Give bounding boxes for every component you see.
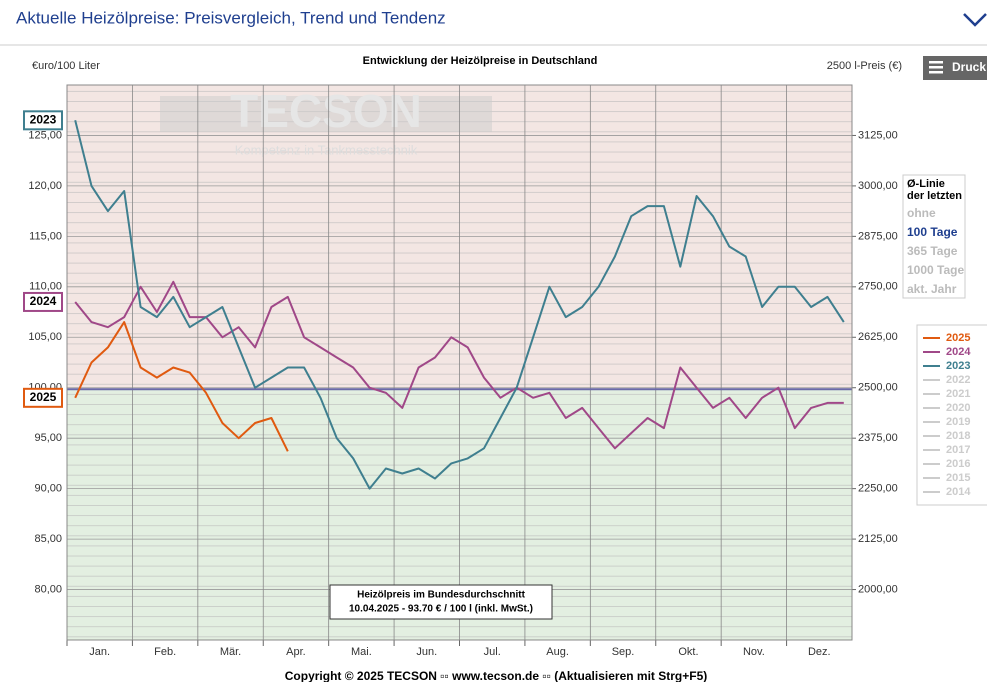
y2-tick-label: 2000,00 (858, 583, 898, 595)
x-tick-label: Apr. (286, 646, 306, 658)
y-tick-label: 95,00 (34, 432, 62, 444)
footer: Copyright © 2025 TECSON ▫▫ www.tecson.de… (285, 669, 708, 682)
average-title: der letzten (907, 190, 962, 202)
x-tick-label: Jan. (89, 646, 110, 658)
year-tag-box (23, 110, 63, 131)
y-tick-label: 105,00 (28, 331, 62, 343)
year-tag-box (23, 387, 63, 408)
x-tick-label: Mär. (220, 646, 241, 658)
legend-label[interactable]: 2016 (946, 458, 970, 470)
y-tick-label: 115,00 (29, 230, 62, 242)
average-option[interactable]: akt. Jahr (907, 282, 957, 296)
legend-label[interactable]: 2024 (946, 346, 971, 358)
average-option[interactable]: 365 Tage (907, 244, 958, 258)
legend-label[interactable]: 2020 (946, 402, 970, 414)
year-tag: 2023 (30, 112, 57, 126)
y2-tick-label: 2625,00 (858, 331, 898, 343)
legend-label[interactable]: 2014 (946, 486, 971, 498)
legend-label[interactable]: 2015 (946, 472, 970, 484)
series-line (74, 120, 845, 490)
annotation-box (329, 584, 553, 620)
y-tick-label: 80,00 (34, 583, 62, 595)
average-panel (902, 174, 966, 299)
legend-label[interactable]: 2023 (946, 360, 970, 372)
year-tag: 2025 (30, 390, 57, 404)
average-option[interactable]: 1000 Tage (907, 263, 964, 277)
watermark-box (160, 96, 492, 132)
series-line (74, 280, 844, 450)
y-tick-label: 125,00 (28, 129, 62, 141)
legend-label[interactable]: 2022 (946, 374, 970, 386)
x-tick-label: Jun. (416, 646, 437, 658)
average-title: Ø-Linie (907, 178, 945, 190)
y2-tick-label: 3000,00 (858, 180, 898, 192)
collapse-chevron[interactable] (963, 13, 987, 27)
x-tick-label: Okt. (678, 646, 698, 658)
legend-box (916, 324, 987, 506)
y-tick-label: 110,00 (29, 281, 62, 293)
legend-label[interactable]: 2018 (946, 430, 970, 442)
y-tick-label: 120,00 (28, 180, 62, 192)
chart-title: Entwicklung der Heizölpreise in Deutschl… (363, 55, 598, 67)
average-option[interactable]: 100 Tage (907, 225, 958, 239)
watermark: TECSON (230, 85, 422, 137)
y2-tick-label: 2875,00 (858, 230, 898, 242)
watermark-sub: Kompetenz in Tankmesstechnik (235, 142, 418, 157)
x-tick-label: Aug. (546, 646, 569, 658)
y2-tick-label: 2125,00 (858, 533, 898, 545)
series-line (74, 321, 289, 452)
legend-label[interactable]: 2017 (946, 444, 970, 456)
x-tick-label: Nov. (743, 646, 765, 658)
y2-tick-label: 2250,00 (858, 483, 898, 495)
y-axis-title: €uro/100 Liter (32, 60, 100, 72)
legend-label[interactable]: 2025 (946, 332, 970, 344)
x-tick-label: Jul. (484, 646, 501, 658)
page-title: Aktuelle Heizölpreise: Preisvergleich, T… (16, 8, 446, 27)
y2-tick-label: 2500,00 (858, 382, 898, 394)
x-tick-label: Mai. (351, 646, 372, 658)
y-tick-label: 85,00 (34, 533, 62, 545)
annotation-title: Heizölpreis im Bundesdurchschnitt (357, 590, 525, 601)
legend-label[interactable]: 2021 (946, 388, 970, 400)
y2-axis-title: 2500 l-Preis (€) (827, 60, 902, 72)
x-tick-label: Feb. (154, 646, 176, 658)
y-tick-label: 90,00 (34, 483, 62, 495)
plot-frame (66, 84, 853, 641)
legend-label[interactable]: 2019 (946, 416, 970, 428)
x-tick-label: Sep. (612, 646, 635, 658)
average-option[interactable]: ohne (907, 206, 936, 220)
y2-tick-label: 2750,00 (858, 281, 898, 293)
x-tick-label: Dez. (808, 646, 831, 658)
year-tag: 2024 (30, 294, 57, 308)
year-tag-box (23, 291, 63, 312)
y2-tick-label: 3125,00 (858, 129, 898, 141)
y2-tick-label: 2375,00 (858, 432, 898, 444)
annotation-text: 10.04.2025 - 93.70 € / 100 l (inkl. MwSt… (349, 604, 533, 615)
print-label[interactable]: Druck (952, 60, 986, 74)
print-icon (929, 61, 943, 74)
